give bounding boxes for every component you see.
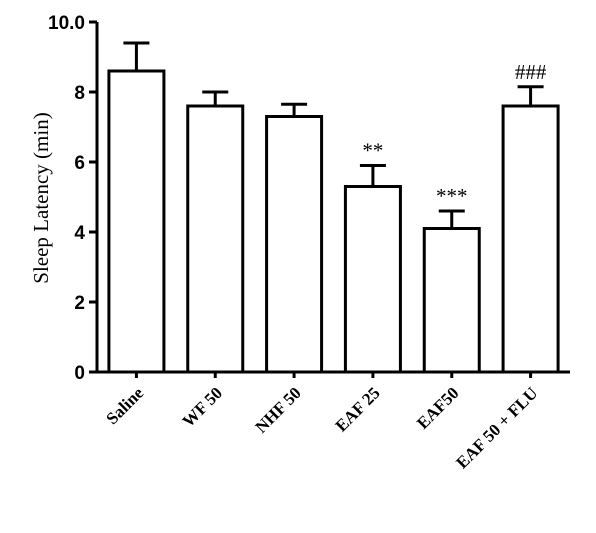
bar [501,104,560,374]
bar [186,104,245,374]
y-tick-label: 4 [74,223,85,244]
significance-marker: ### [515,60,547,84]
x-tick-label: EAF 25 [332,383,384,435]
y-tick-label: 0 [74,363,85,384]
significance-marker: *** [436,184,468,208]
x-tick-label: NHF 50 [252,383,305,436]
bar [265,115,324,374]
y-axis-label: Sleep Latency (min) [29,112,53,283]
bar [343,185,402,374]
x-tick-label: EAF50 [413,383,462,432]
y-tick-label: 6 [74,153,85,174]
y-tick-label: 2 [74,293,85,314]
y-tick-label: 8 [74,83,85,104]
error-bars [123,41,544,229]
bar [422,227,481,374]
bars [107,69,560,374]
x-tick-label: WF 50 [179,383,226,430]
y-axis: 0 2 4 6 8 10.0 [48,13,99,384]
significance-annotations: *****### [362,60,546,208]
x-tick-label: Saline [102,383,147,428]
significance-marker: ** [362,139,383,163]
x-tick-label: EAF 50 + FLU [452,383,541,472]
bar [107,69,166,374]
y-tick-label: 10.0 [48,13,85,34]
